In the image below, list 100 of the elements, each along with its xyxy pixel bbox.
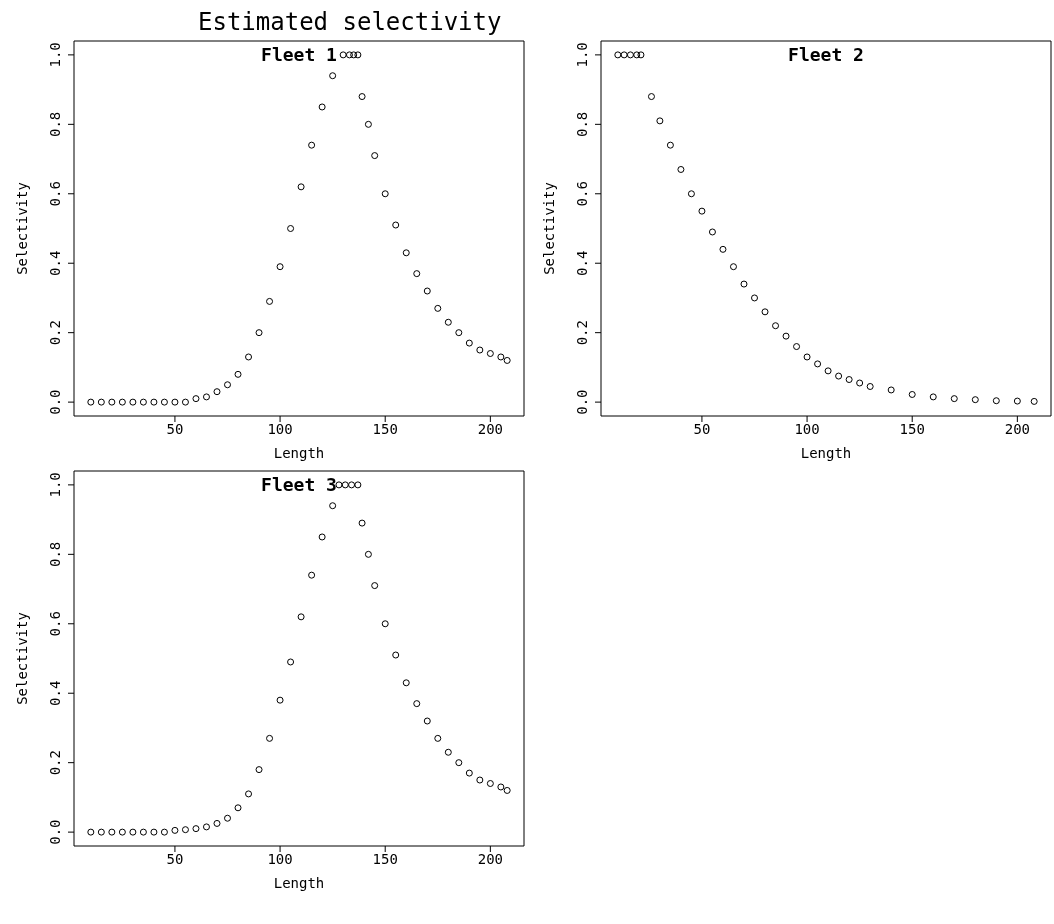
point <box>929 393 937 401</box>
point <box>181 398 189 406</box>
point <box>234 370 242 378</box>
point <box>234 804 242 812</box>
point <box>150 398 158 406</box>
y-tick-label: 0.2 <box>47 320 63 346</box>
point <box>486 780 494 787</box>
y-axis-title: Selectivity <box>540 182 557 275</box>
y-axis-title: Selectivity <box>13 612 30 705</box>
point <box>782 332 790 340</box>
y-tick-label: 0.0 <box>574 389 590 415</box>
point <box>677 165 685 173</box>
point <box>160 398 168 406</box>
point <box>719 245 727 253</box>
x-tick-label: 150 <box>372 420 398 437</box>
point <box>497 783 505 791</box>
point <box>444 748 452 756</box>
point <box>761 308 769 316</box>
point <box>950 395 958 403</box>
point <box>486 350 494 357</box>
point <box>1013 397 1021 405</box>
point <box>276 263 284 271</box>
point <box>364 550 372 558</box>
point <box>740 280 748 288</box>
point <box>434 734 442 742</box>
y-tick-label: 0.8 <box>47 111 63 137</box>
point <box>354 481 362 489</box>
y-tick-label: 1.0 <box>574 42 590 68</box>
x-tick-label: 150 <box>372 850 398 867</box>
point <box>129 828 137 836</box>
point <box>824 367 832 375</box>
point <box>224 381 232 389</box>
point <box>371 582 379 590</box>
point <box>354 51 362 59</box>
point <box>423 287 431 295</box>
point <box>287 225 295 232</box>
point <box>341 481 349 489</box>
point <box>202 393 210 401</box>
point <box>108 828 116 836</box>
point <box>772 322 780 330</box>
point <box>1030 397 1038 405</box>
point <box>266 297 274 305</box>
point <box>308 141 316 149</box>
x-axis-title: Length <box>800 445 852 461</box>
point <box>255 329 263 337</box>
point <box>318 533 326 541</box>
point <box>413 700 421 708</box>
point <box>465 339 473 347</box>
y-tick-label: 0.0 <box>47 819 63 845</box>
point <box>835 372 843 380</box>
point <box>139 398 147 406</box>
point <box>245 790 253 798</box>
y-tick-label: 0.0 <box>47 389 63 415</box>
point <box>276 696 284 704</box>
point <box>392 651 400 659</box>
point <box>118 398 126 406</box>
point <box>455 759 463 767</box>
point <box>139 828 147 836</box>
point <box>202 823 210 831</box>
point <box>348 481 356 489</box>
point <box>87 398 95 406</box>
x-tick-label: 200 <box>1004 420 1030 437</box>
point <box>402 679 410 687</box>
y-tick-label: 0.6 <box>47 611 63 637</box>
x-tick-label: 200 <box>477 850 503 867</box>
chart-title: Fleet 2 <box>787 44 865 65</box>
x-tick-label: 200 <box>477 420 503 437</box>
point <box>620 51 628 59</box>
point <box>687 190 695 198</box>
point <box>118 828 126 836</box>
point <box>497 353 505 361</box>
y-tick-label: 0.8 <box>47 541 63 567</box>
point <box>329 502 337 510</box>
y-tick-label: 0.2 <box>574 320 590 346</box>
point <box>255 766 263 774</box>
point <box>245 353 253 361</box>
point <box>656 117 664 125</box>
text: Estimated selectivity <box>197 8 503 36</box>
chart-title: Fleet 3 <box>260 474 338 495</box>
point <box>647 93 655 101</box>
point <box>751 294 759 302</box>
point <box>213 388 221 396</box>
point <box>633 51 641 59</box>
point <box>866 382 874 390</box>
point <box>637 51 645 59</box>
point <box>97 398 105 406</box>
point <box>97 828 105 836</box>
point <box>318 103 326 111</box>
point <box>297 183 305 191</box>
point <box>814 360 822 368</box>
point <box>213 819 221 827</box>
point <box>381 190 389 198</box>
point <box>856 379 864 387</box>
point <box>614 51 622 59</box>
point <box>329 72 337 80</box>
point <box>626 51 634 59</box>
x-tick-label: 150 <box>899 420 925 437</box>
y-tick-label: 0.8 <box>574 111 590 137</box>
point <box>192 825 200 833</box>
point <box>350 51 358 59</box>
